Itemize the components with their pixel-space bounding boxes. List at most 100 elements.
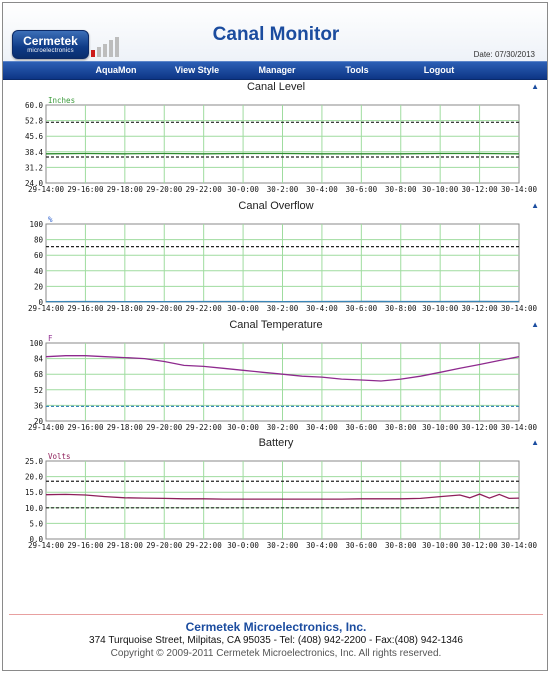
x-tick-label: 30-8:00 — [385, 185, 417, 194]
nav-manager[interactable]: Manager — [258, 65, 296, 75]
y-tick-label: 52.8 — [25, 117, 44, 126]
collapse-icon[interactable]: ▲ — [531, 438, 539, 447]
y-tick-label: 40 — [34, 267, 44, 276]
y-tick-label: 60.0 — [25, 101, 44, 110]
nav-view-style[interactable]: View Style — [174, 65, 220, 75]
x-tick-label: 30-14:00 — [501, 423, 538, 432]
footer-address: 374 Turquoise Street, Milpitas, CA 95035… — [89, 635, 463, 646]
y-tick-label: 15.0 — [25, 488, 44, 497]
y-tick-label: 36 — [34, 401, 44, 410]
chart-battery: Battery ▲ 29-14:00 29-16:00 29-18:00 29-20:… — [3, 437, 547, 552]
footer-copyright: Copyright © 2009-2011 Cermetek Microelec… — [110, 648, 442, 659]
x-tick-label: 29-20:00 — [146, 541, 183, 550]
canal-overflow-plot: 29-14:00 29-16:00 29-18:00 29-20:00 29-22:00… — [28, 215, 538, 313]
cermetek-logo[interactable]: Cermetek microelectronics — [12, 30, 89, 59]
x-tick-label: 30-14:00 — [501, 304, 538, 313]
x-tick-label: 29-18:00 — [107, 423, 144, 432]
footer-divider — [9, 614, 543, 615]
x-tick-label: 30-4:00 — [306, 541, 338, 550]
x-tick-label: 29-14:00 — [28, 304, 65, 313]
x-tick-label: 29-14:00 — [28, 185, 65, 194]
footer-company: Cermetek Microelectronics, Inc. — [185, 620, 367, 634]
y-tick-label: 25.0 — [25, 457, 44, 466]
x-tick-label: 30-6:00 — [346, 541, 378, 550]
y-tick-label: 20 — [34, 282, 44, 291]
x-tick-label: 29-18:00 — [107, 304, 144, 313]
x-tick-label: 29-14:00 — [28, 541, 65, 550]
x-tick-label: 29-22:00 — [186, 185, 223, 194]
signal-bars-icon — [91, 37, 119, 57]
x-tick-label: 30-10:00 — [422, 541, 459, 550]
nav-tools[interactable]: Tools — [345, 65, 369, 75]
x-tick-label: 30-8:00 — [385, 423, 417, 432]
y-axis-unit-label: Inches — [48, 96, 75, 105]
chart-title: Canal Level — [246, 81, 306, 93]
x-tick-label: 30-10:00 — [422, 304, 459, 313]
y-tick-label: 60 — [34, 251, 44, 260]
y-tick-label: 10.0 — [25, 504, 44, 513]
y-tick-label: 24.0 — [25, 179, 44, 188]
canal-level-plot: 29-14:00 29-16:00 29-18:00 29-20:00 29-22:00… — [25, 96, 538, 194]
x-tick-label: 30-6:00 — [346, 423, 378, 432]
x-tick-label: 29-18:00 — [107, 185, 144, 194]
x-tick-label: 29-22:00 — [186, 541, 223, 550]
collapse-icon[interactable]: ▲ — [531, 320, 539, 329]
collapse-icon[interactable]: ▲ — [531, 201, 539, 210]
collapse-icon[interactable]: ▲ — [531, 82, 539, 91]
x-tick-label: 30-4:00 — [306, 423, 338, 432]
x-tick-label: 30-4:00 — [306, 304, 338, 313]
x-tick-label: 30-2:00 — [267, 304, 299, 313]
series-line — [45, 355, 520, 382]
y-tick-label: 80 — [34, 236, 44, 245]
logo-sub-text: microelectronics — [27, 48, 74, 54]
page-title: Canal Monitor — [212, 24, 340, 45]
y-tick-label: 100 — [29, 220, 43, 229]
battery-plot: 29-14:00 29-16:00 29-18:00 29-20:00 29-22:00… — [25, 452, 538, 550]
y-tick-label: 84 — [34, 355, 44, 364]
y-tick-label: 0.0 — [29, 535, 43, 544]
y-tick-label: 100 — [29, 339, 43, 348]
x-tick-label: 30-14:00 — [501, 541, 538, 550]
y-tick-label: 31.2 — [25, 163, 43, 172]
x-tick-label: 30-8:00 — [385, 304, 417, 313]
x-tick-label: 29-20:00 — [146, 185, 183, 194]
chart-title: Canal Temperature — [229, 319, 323, 331]
chart-title: Battery — [258, 437, 294, 449]
x-tick-label: 30-10:00 — [422, 185, 459, 194]
y-tick-label: 5.0 — [29, 519, 43, 528]
chart-title: Canal Overflow — [238, 200, 314, 212]
series-line — [45, 493, 520, 500]
x-tick-label: 30-0:00 — [227, 185, 259, 194]
x-tick-label: 30-4:00 — [306, 185, 338, 194]
y-tick-label: 52 — [34, 386, 43, 395]
x-tick-label: 30-12:00 — [462, 185, 499, 194]
x-tick-label: 29-20:00 — [146, 304, 183, 313]
x-tick-label: 29-14:00 — [28, 423, 65, 432]
x-tick-label: 29-16:00 — [67, 304, 104, 313]
current-date: Date: 07/30/2013 — [473, 50, 535, 59]
y-tick-label: 0 — [38, 298, 43, 307]
y-axis-unit-label: % — [48, 215, 53, 224]
y-tick-label: 45.6 — [25, 132, 44, 141]
x-tick-label: 29-16:00 — [67, 185, 104, 194]
x-tick-label: 29-16:00 — [67, 541, 104, 550]
y-tick-label: 20 — [34, 417, 44, 426]
y-tick-label: 68 — [34, 370, 44, 379]
x-tick-label: 29-18:00 — [107, 541, 144, 550]
x-tick-label: 30-8:00 — [385, 541, 417, 550]
x-tick-label: 30-2:00 — [267, 423, 299, 432]
nav-logout[interactable]: Logout — [423, 65, 455, 75]
y-axis-unit-label: Volts — [48, 452, 71, 461]
header: Cermetek microelectronics Canal Monitor … — [3, 3, 547, 61]
chart-canal-level: Canal Level ▲ 29-14:00 29-16:00 29-18:00 29… — [3, 81, 547, 196]
x-tick-label: 30-0:00 — [227, 423, 259, 432]
nav-aquamon[interactable]: AquaMon — [95, 65, 137, 75]
x-tick-label: 30-12:00 — [462, 423, 499, 432]
canal-temperature-plot: 29-14:00 29-16:00 29-18:00 29-20:00 29-22:00… — [28, 334, 538, 432]
x-tick-label: 29-20:00 — [146, 423, 183, 432]
x-tick-label: 30-10:00 — [422, 423, 459, 432]
y-axis-unit-label: F — [48, 334, 53, 343]
x-tick-label: 30-6:00 — [346, 185, 378, 194]
x-tick-label: 30-0:00 — [227, 304, 259, 313]
